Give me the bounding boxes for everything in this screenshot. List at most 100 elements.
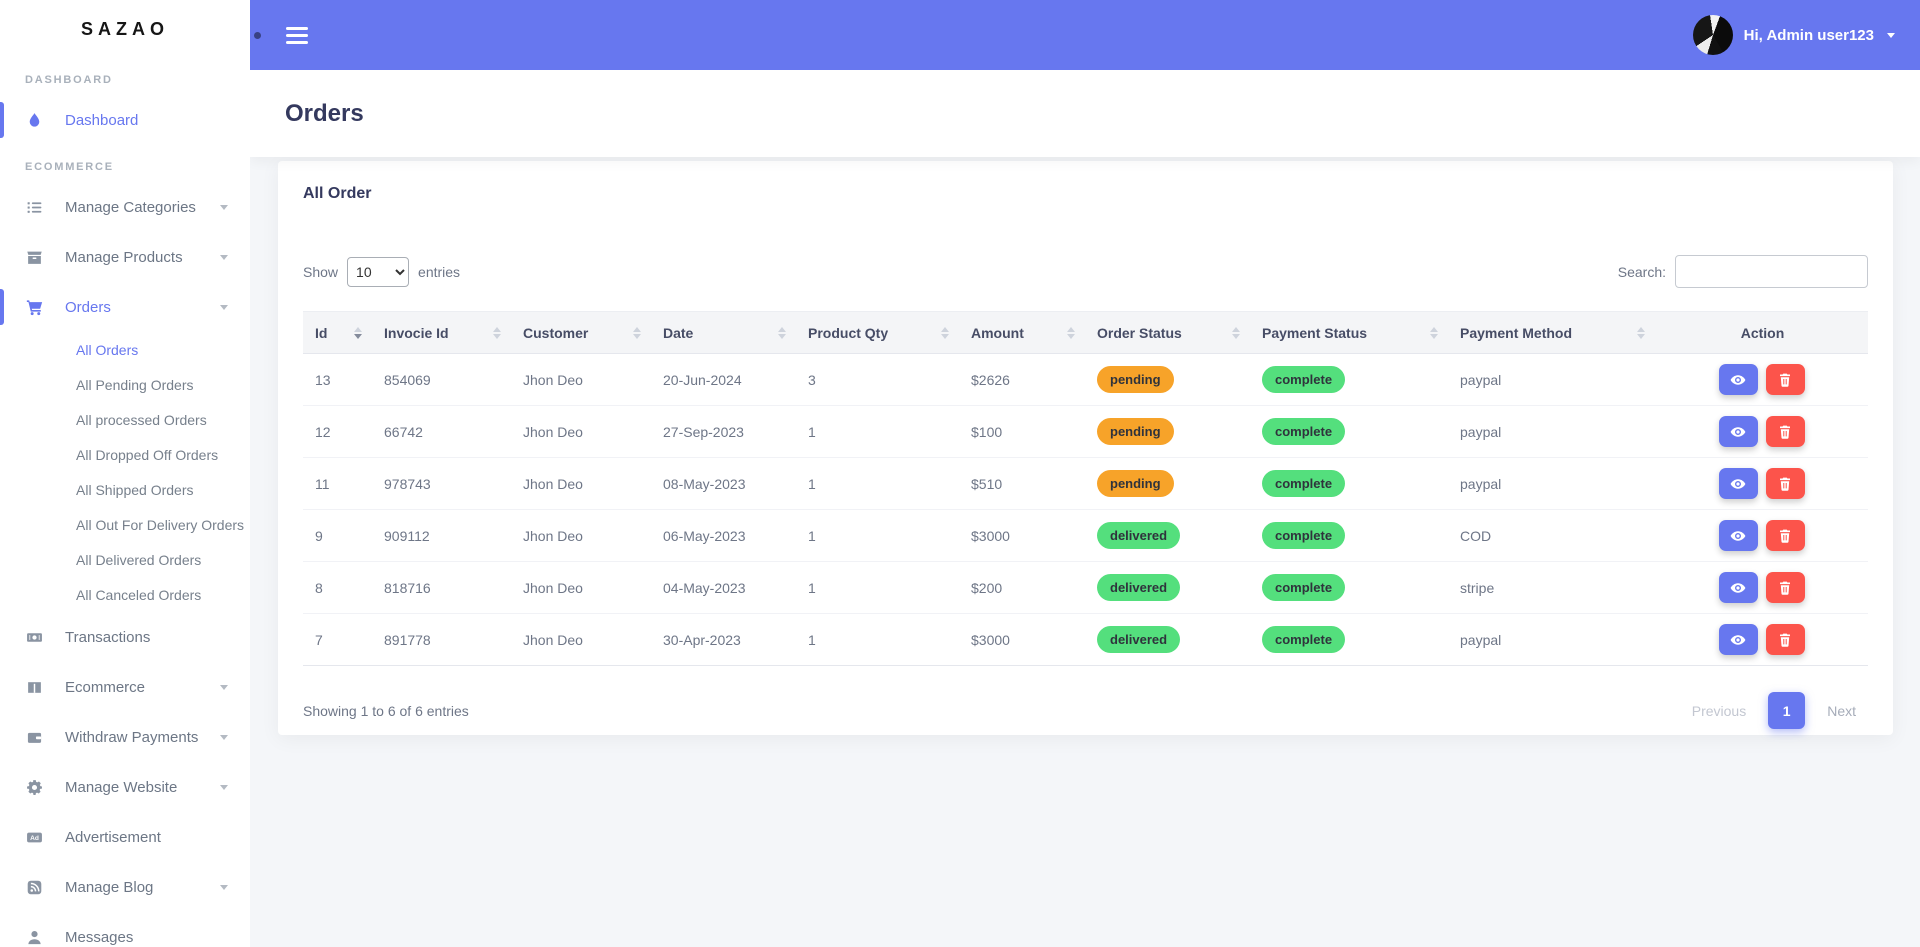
next-page-button[interactable]: Next — [1815, 694, 1868, 728]
cell-date: 27-Sep-2023 — [651, 405, 796, 458]
sidebar-item-label: Transactions — [65, 628, 151, 646]
chevron-down-icon — [220, 204, 228, 210]
search-input[interactable] — [1675, 255, 1868, 288]
sort-icon — [354, 326, 362, 339]
column-label: Customer — [523, 324, 589, 341]
cell-date: 04-May-2023 — [651, 561, 796, 614]
sidebar-item-messages[interactable]: Messages — [0, 912, 250, 947]
view-order-button[interactable] — [1718, 416, 1758, 447]
sidebar-item-label: Manage Website — [65, 778, 178, 796]
sidebar: SAZAO DASHBOARD Dashboard ECOMMERCE Manage … — [0, 0, 250, 947]
show-label: Show — [303, 263, 339, 280]
order-status-badge: delivered — [1097, 522, 1181, 549]
cell-amount: $200 — [959, 561, 1085, 614]
sidebar-item-withdraw-payments[interactable]: Withdraw Payments — [0, 712, 250, 762]
table-row: 9 909112 Jhon Deo 06-May-2023 1 $3000 delivere… — [303, 509, 1868, 562]
cell-invoice-id: 909112 — [372, 509, 511, 562]
all-order-card: All Order Show 10 entries Search: Id Invo… — [278, 161, 1893, 735]
avatar — [1692, 15, 1733, 55]
cell-action — [1655, 613, 1868, 666]
delete-order-button[interactable] — [1765, 416, 1805, 447]
page-length-select[interactable]: 10 — [347, 256, 410, 287]
previous-page-button[interactable]: Previous — [1680, 694, 1758, 728]
sidebar-item-manage-categories[interactable]: Manage Categories — [0, 182, 250, 232]
cart-icon — [26, 299, 43, 316]
view-order-button[interactable] — [1718, 572, 1758, 603]
sidebar-item-manage-products[interactable]: Manage Products — [0, 232, 250, 282]
content-area: All Order Show 10 entries Search: Id Invo… — [250, 157, 1920, 947]
cell-action — [1655, 353, 1868, 406]
sort-icon — [493, 326, 501, 339]
cell-product-qty: 1 — [796, 613, 959, 666]
sidebar-subitem-all-pending-orders[interactable]: All Pending Orders — [76, 376, 194, 393]
current-page-button[interactable]: 1 — [1768, 692, 1806, 729]
sidebar-subitem-all-out-for-delivery-orders[interactable]: All Out For Delivery Orders — [76, 516, 245, 533]
delete-order-button[interactable] — [1765, 364, 1805, 395]
view-order-button[interactable] — [1718, 520, 1758, 551]
cell-product-qty: 1 — [796, 509, 959, 562]
cell-amount: $100 — [959, 405, 1085, 458]
sidebar-item-dashboard[interactable]: Dashboard — [0, 95, 250, 145]
hamburger-menu-icon[interactable] — [286, 26, 308, 44]
payment-status-badge: complete — [1262, 366, 1346, 393]
column-header-amount[interactable]: Amount — [959, 311, 1085, 354]
sidebar-subitem-all-delivered-orders[interactable]: All Delivered Orders — [76, 551, 202, 568]
cell-customer: Jhon Deo — [511, 509, 651, 562]
cell-customer: Jhon Deo — [511, 613, 651, 666]
cell-product-qty: 1 — [796, 405, 959, 458]
chevron-down-icon — [220, 254, 228, 260]
column-header-date[interactable]: Date — [651, 311, 796, 354]
column-header-payment-method[interactable]: Payment Method — [1448, 311, 1655, 354]
view-order-button[interactable] — [1718, 468, 1758, 499]
table-row: 11 978743 Jhon Deo 08-May-2023 1 $510 pending c… — [303, 457, 1868, 510]
delete-order-button[interactable] — [1765, 468, 1805, 499]
sidebar-subitem-all-canceled-orders[interactable]: All Canceled Orders — [76, 586, 202, 603]
sidebar-subitem-all-shipped-orders[interactable]: All Shipped Orders — [76, 481, 194, 498]
user-icon — [26, 929, 43, 946]
chevron-down-icon — [220, 734, 228, 740]
column-header-product-qty[interactable]: Product Qty — [796, 311, 959, 354]
flame-icon — [26, 112, 43, 129]
cell-invoice-id: 818716 — [372, 561, 511, 614]
payment-status-badge-cell: complete — [1250, 353, 1448, 406]
cell-id: 12 — [303, 405, 372, 458]
cell-amount: $510 — [959, 457, 1085, 510]
column-label: Date — [663, 324, 694, 341]
column-header-payment-status[interactable]: Payment Status — [1250, 311, 1448, 354]
column-header-invocie-id[interactable]: Invocie Id — [372, 311, 511, 354]
orders-table: Id Invocie Id Customer Date Product Qty Amoun… — [303, 311, 1868, 666]
cell-product-qty: 1 — [796, 561, 959, 614]
table-row: 12 66742 Jhon Deo 27-Sep-2023 1 $100 pending co… — [303, 405, 1868, 458]
sort-icon — [1637, 326, 1645, 339]
user-menu[interactable]: Hi, Admin user123 — [1692, 15, 1895, 55]
view-order-button[interactable] — [1718, 364, 1758, 395]
order-status-badge: delivered — [1097, 574, 1181, 601]
user-greeting: Hi, Admin user123 — [1743, 26, 1874, 44]
sidebar-subitem-all-dropped-off-orders[interactable]: All Dropped Off Orders — [76, 446, 219, 463]
delete-order-button[interactable] — [1765, 572, 1805, 603]
page-length-control: Show 10 entries — [303, 256, 460, 287]
page-header: Orders — [250, 70, 1920, 157]
chevron-down-icon — [220, 784, 228, 790]
sidebar-item-transactions[interactable]: Transactions — [0, 612, 250, 662]
column-header-order-status[interactable]: Order Status — [1085, 311, 1250, 354]
view-order-button[interactable] — [1718, 624, 1758, 655]
sidebar-item-manage-blog[interactable]: Manage Blog — [0, 862, 250, 912]
cell-action — [1655, 509, 1868, 562]
list-icon — [26, 199, 43, 216]
column-header-customer[interactable]: Customer — [511, 311, 651, 354]
payment-status-badge-cell: complete — [1250, 509, 1448, 562]
column-header-id[interactable]: Id — [303, 311, 372, 354]
sidebar-subitem-all-orders[interactable]: All Orders — [76, 341, 139, 358]
cell-payment-method: paypal — [1448, 613, 1655, 666]
delete-order-button[interactable] — [1765, 520, 1805, 551]
sidebar-item-ecommerce[interactable]: Ecommerce — [0, 662, 250, 712]
sidebar-subitem-all-processed-orders[interactable]: All processed Orders — [76, 411, 207, 428]
table-row: 13 854069 Jhon Deo 20-Jun-2024 3 $2626 pending… — [303, 353, 1868, 406]
cell-payment-method: paypal — [1448, 457, 1655, 510]
sidebar-item-orders[interactable]: Orders — [0, 282, 250, 332]
cell-customer: Jhon Deo — [511, 561, 651, 614]
sidebar-item-manage-website[interactable]: Manage Website — [0, 762, 250, 812]
delete-order-button[interactable] — [1765, 624, 1805, 655]
sidebar-item-advertisement[interactable]: Ad Advertisement — [0, 812, 250, 862]
